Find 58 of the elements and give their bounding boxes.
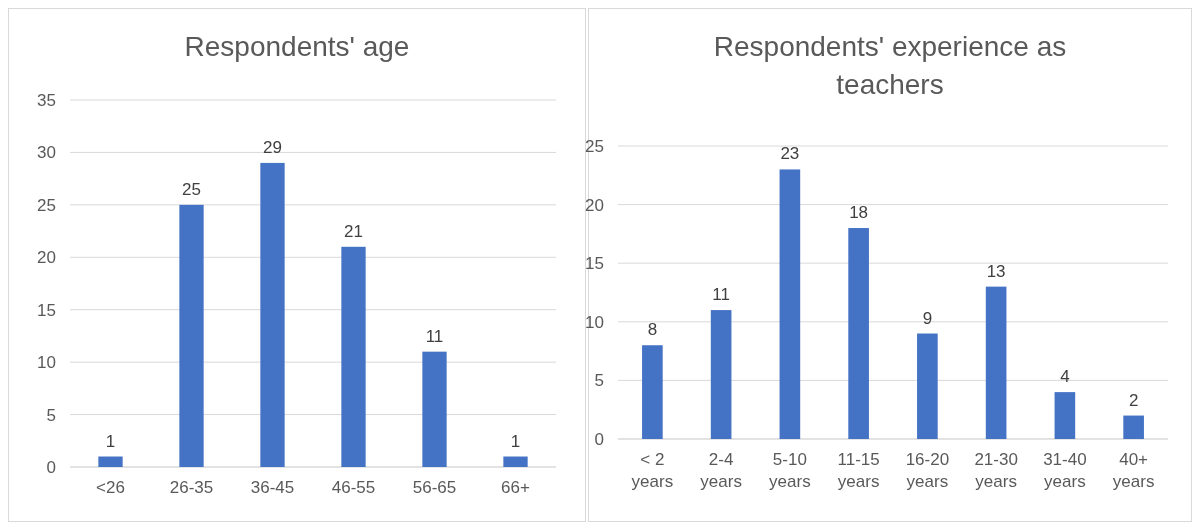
- x-tick-label: 26-35: [169, 478, 214, 497]
- chart-title: Respondents' age: [184, 31, 410, 62]
- y-tick-label: 15: [585, 254, 604, 274]
- data-label: 18: [849, 203, 869, 223]
- data-label: 11: [712, 285, 730, 305]
- x-tick-label: 16-20 years: [905, 450, 950, 491]
- bar: [1123, 415, 1144, 439]
- bar: [503, 456, 528, 467]
- y-tick-label: 10: [37, 353, 56, 373]
- bar: [917, 333, 938, 439]
- data-label: 1: [105, 431, 116, 451]
- data-label: 29: [263, 137, 282, 157]
- data-label: 4: [1060, 367, 1070, 387]
- x-tick-label: 21-30 years: [974, 450, 1018, 491]
- x-tick-label: <26: [96, 478, 125, 497]
- y-tick-label: 10: [585, 312, 604, 332]
- x-tick-label: 2-4 years: [700, 450, 742, 491]
- x-tick-label: 31-40 years: [1043, 450, 1087, 491]
- x-tick-label: 46-55: [331, 478, 376, 497]
- x-tick-label: 66+: [501, 478, 530, 497]
- x-tick-label: < 2 years: [631, 450, 674, 491]
- y-tick-label: 25: [37, 195, 56, 215]
- bar: [341, 246, 366, 467]
- bar: [710, 310, 732, 439]
- x-tick-label: 11-15 years: [837, 450, 880, 491]
- chart-title: Respondents' experience as teachers: [713, 31, 1067, 100]
- x-tick-label: 5-10 years: [769, 450, 811, 491]
- y-tick-label: 30: [37, 143, 56, 163]
- y-tick-label: 0: [594, 429, 604, 449]
- data-label: 25: [182, 179, 201, 199]
- x-tick-label: 56-65: [412, 478, 457, 497]
- data-label: 8: [647, 320, 658, 340]
- y-tick-label: 25: [585, 136, 604, 156]
- bar: [98, 456, 123, 467]
- y-tick-label: 35: [37, 90, 56, 110]
- x-tick-label: 40+ years: [1112, 450, 1155, 491]
- y-tick-label: 5: [594, 371, 604, 391]
- data-label: 1: [510, 431, 521, 451]
- bar: [642, 345, 663, 439]
- y-tick-label: 20: [585, 195, 604, 215]
- data-label: 11: [425, 326, 444, 346]
- bar: [179, 204, 204, 467]
- bar: [848, 228, 869, 439]
- bar: [422, 351, 447, 467]
- y-tick-label: 20: [37, 248, 56, 268]
- bar: [260, 162, 285, 467]
- data-label: 23: [780, 144, 800, 164]
- data-label: 13: [986, 261, 1006, 281]
- y-tick-label: 0: [46, 457, 56, 477]
- data-label: 9: [922, 308, 933, 328]
- bar: [985, 286, 1007, 439]
- data-label: 2: [1128, 390, 1139, 410]
- bar: [779, 169, 801, 439]
- x-tick-label: 36-45: [250, 478, 295, 497]
- data-label: 21: [344, 221, 363, 241]
- bar: [1054, 392, 1076, 439]
- y-tick-label: 15: [37, 300, 56, 320]
- y-tick-label: 5: [46, 405, 56, 425]
